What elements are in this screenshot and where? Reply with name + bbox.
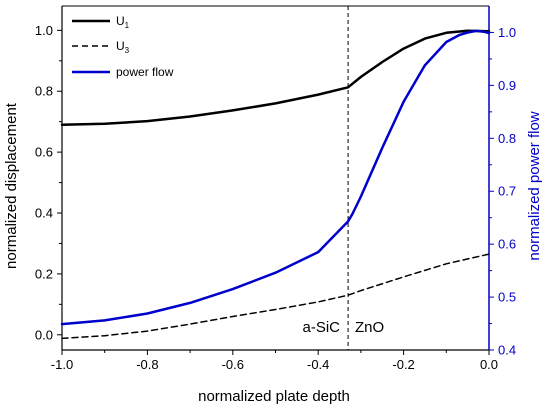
y2-axis-title: normalized power flow [526,111,543,260]
x-axis: -1.0 -0.8 -0.6 -0.4 -0.2 0.0 [51,350,498,372]
y2-tick-label: 0.8 [498,131,516,146]
legend-label-power: power flow [116,65,174,79]
x-tick-label: -0.4 [307,357,329,372]
series-line-u3 [61,253,490,340]
y-axis-title: normalized displacement [3,102,20,269]
y2-tick-label: 0.5 [498,290,516,305]
y-axis-left: 0.0 0.2 0.4 0.6 0.8 1.0 [35,23,62,342]
y2-tick-label: 0.7 [498,184,516,199]
y2-tick-label: 0.4 [498,343,516,358]
legend-label-u1: U1 [116,14,130,30]
series-group [60,29,491,340]
y-axis-right: 0.4 0.5 0.6 0.7 0.8 0.9 1.0 [489,25,516,358]
y-tick-label: 0.8 [35,84,53,99]
x-tick-label: -0.2 [392,357,414,372]
y2-tick-label: 1.0 [498,25,516,40]
legend-label-u3-base: U [116,39,125,53]
x-tick-label: 0.0 [480,357,498,372]
y-tick-label: 0.6 [35,145,53,160]
legend: U1 U3 power flow [72,14,174,79]
y-tick-label: 0.2 [35,266,53,281]
x-axis-title: normalized plate depth [198,388,350,405]
legend-label-u3: U3 [116,39,130,55]
y-tick-label: 0.0 [35,327,53,342]
x-tick-label: -1.0 [51,357,73,372]
plot-area-frame [61,5,490,351]
legend-label-u1-sub: 1 [125,21,130,30]
legend-label-u3-sub: 3 [125,46,130,55]
region-label-zno: ZnO [355,319,384,336]
series-line-u1 [60,29,491,126]
y2-tick-label: 0.6 [498,237,516,252]
x-tick-label: -0.6 [222,357,244,372]
y-tick-label: 0.4 [35,206,53,221]
series-line-power [60,29,491,326]
y2-tick-label: 0.9 [498,78,516,93]
legend-label-u1-base: U [116,14,125,28]
x-tick-label: -0.8 [136,357,158,372]
region-label-asic: a-SiC [302,319,340,336]
y-tick-label: 1.0 [35,23,53,38]
